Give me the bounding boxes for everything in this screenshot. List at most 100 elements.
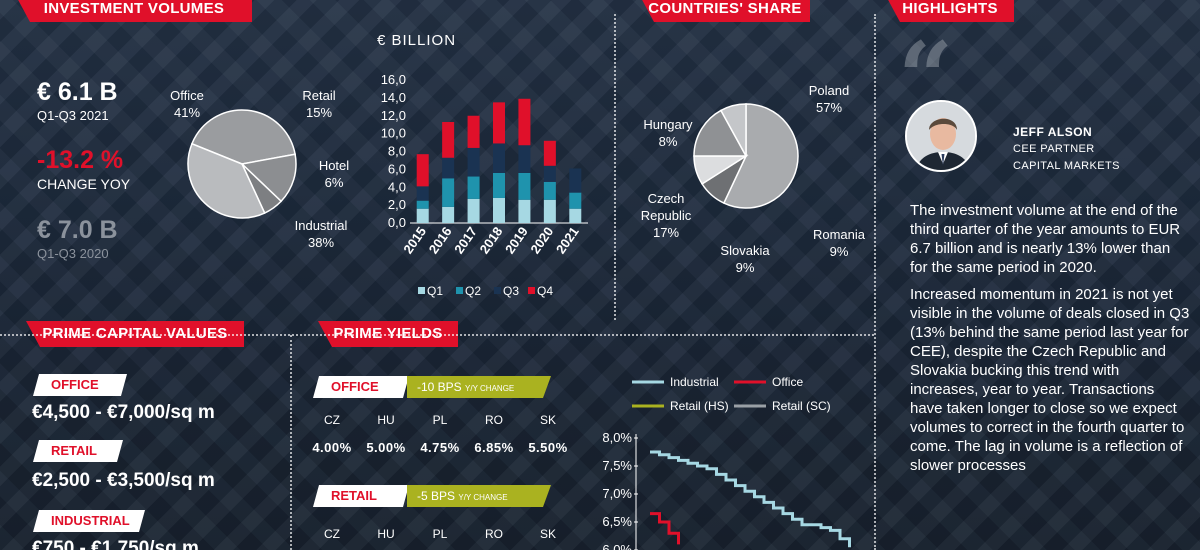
divider-horizontal — [0, 334, 874, 336]
investment-bar-chart: 0,02,04,06,08,010,012,014,016,0201520162… — [381, 72, 588, 298]
yield-change-office: -10 BPS Y/Y CHANGE — [407, 376, 551, 398]
avatar — [905, 100, 977, 172]
highlight-person-role-2: CAPITAL MARKETS — [1013, 160, 1120, 172]
legend-label-q4: Q4 — [537, 284, 553, 298]
y-tick-label: 2,0 — [388, 197, 406, 212]
y-tick-label: 10,0 — [381, 126, 406, 141]
pie-slice-hungary — [719, 103, 747, 157]
legend-swatch-q2 — [456, 287, 463, 294]
y-tick-label: 0,0 — [388, 215, 406, 230]
yield-country-hu: HU — [377, 413, 395, 427]
y-tick-label: 6,0% — [602, 542, 632, 550]
yield-country-pl: PL — [432, 413, 448, 427]
y-tick-label: 4,0 — [388, 179, 406, 194]
capital-tag-retail: RETAIL — [33, 440, 123, 462]
series-line-industrial — [650, 450, 851, 548]
bar-q2-2018 — [493, 172, 505, 198]
y-tick-label: 12,0 — [381, 108, 406, 123]
pie-label-hungary: Hungary 8% — [643, 117, 693, 149]
capital-tag-industrial: INDUSTRIAL — [33, 510, 145, 532]
bar-q3-2020 — [543, 165, 556, 182]
yields-line-chart: Industrial Office Retail (HS) Retail (SC) 8,… — [602, 375, 851, 550]
pie-slice-retail — [240, 153, 297, 203]
pie-slice-office — [190, 109, 296, 165]
divider-vertical-3 — [290, 335, 292, 550]
capital-value-retail: €2,500 - €3,500/sq m — [32, 470, 215, 491]
y-tick-label: 8,0% — [602, 430, 632, 445]
bar-q4-2018 — [493, 102, 505, 144]
capital-value-office: €4,500 - €7,000/sq m — [32, 402, 215, 423]
y-tick-label: 6,0 — [388, 161, 406, 176]
bar-q1-2018 — [493, 197, 505, 223]
x-tick-label-2021: 2021 — [553, 224, 582, 256]
kpi-volume-2020: € 7.0 B — [37, 216, 118, 244]
sector-pie-chart — [187, 109, 297, 219]
legend-label-q3: Q3 — [503, 284, 519, 298]
bar-q2-2016 — [442, 178, 455, 207]
pie-slice-poland — [722, 103, 799, 209]
highlight-person-name: JEFF ALSON — [1013, 125, 1093, 139]
pie-label-czech-republic: Czech Republic 17% — [640, 191, 692, 240]
legend-label-q2: Q2 — [465, 284, 481, 298]
section-tag-countries-share: COUNTRIES' SHARE — [640, 0, 810, 22]
y-axis: 0,0 2,0 4,0 6,0 8,0 10,0 12,0 14,0 16,0 — [381, 72, 406, 230]
legend-label-retail-hs: Retail (HS) — [670, 399, 729, 413]
yield-office-ro: 6.85% — [474, 440, 514, 455]
bar-q3-2015 — [416, 186, 429, 201]
yield-change-retail-value: -5 BPS — [417, 489, 456, 503]
yield-change-retail-unit: Y/Y CHANGE — [458, 493, 508, 502]
highlight-paragraph-1: The investment volume at the end of the … — [910, 202, 1181, 276]
highlight-text: The investment volume at the end of the … — [910, 201, 1190, 483]
y-tick-label: 16,0 — [381, 72, 406, 87]
divider-vertical-2 — [874, 14, 876, 550]
yield-tag-office: OFFICE — [313, 376, 409, 398]
pie-label-office: Office 41% — [170, 88, 204, 120]
x-tick-label-2017: 2017 — [451, 224, 480, 256]
legend-label-office: Office — [772, 375, 803, 389]
legend-swatch-q4 — [528, 287, 535, 294]
bar-q2-2020 — [543, 181, 556, 200]
bar-q3-2018 — [493, 143, 505, 173]
kpi-volume-2021-label: Q1-Q3 2021 — [37, 108, 109, 123]
bar-q3-2021 — [569, 168, 582, 193]
highlight-paragraph-2: Increased momentum in 2021 is not yet vi… — [910, 286, 1190, 474]
bar-q2-2015 — [416, 200, 429, 209]
yield-office-pl: 4.75% — [420, 440, 460, 455]
yield-change-retail: -5 BPS Y/Y CHANGE — [407, 485, 551, 507]
pie-label-retail: Retail 15% — [302, 88, 336, 120]
capital-value-industrial: €750 - €1,750/sq m — [32, 538, 199, 550]
pie-label-industrial: Industrial 38% — [294, 218, 348, 250]
kpi-change-yoy: -13.2 % — [37, 146, 124, 174]
bar-q4-2016 — [442, 122, 455, 158]
capital-tag-office: OFFICE — [33, 374, 127, 396]
yield-country-ro: RO — [485, 413, 503, 427]
y-tick-label: 8,0 — [388, 144, 406, 159]
bar-q4-2020 — [543, 140, 556, 166]
bar-q3-2017 — [467, 147, 480, 177]
bar-q1-2017 — [467, 198, 480, 223]
y-tick-label: 7,0% — [602, 486, 632, 501]
y-tick-label: 7,5% — [602, 458, 632, 473]
yield-office-sk: 5.50% — [528, 440, 568, 455]
legend-swatch-q1 — [418, 287, 425, 294]
divider-vertical-1 — [614, 14, 616, 320]
yield-country-sk-2: SK — [539, 527, 556, 541]
legend-label-q1: Q1 — [427, 284, 443, 298]
pie-label-poland: Poland 57% — [808, 83, 850, 115]
y-tick-label: 6,5% — [602, 514, 632, 529]
pie-label-hotel: Hotel 6% — [318, 158, 350, 190]
bar-chart-title: € BILLION — [377, 32, 457, 49]
pie-slice-czech-republic — [693, 109, 748, 157]
x-tick-label-2020: 2020 — [527, 224, 556, 256]
bar-q1-2015 — [416, 208, 429, 223]
kpi-volume-2020-label: Q1-Q3 2020 — [37, 246, 109, 261]
yield-office-hu: 5.00% — [366, 440, 406, 455]
yield-change-office-unit: Y/Y CHANGE — [465, 384, 515, 393]
x-tick-label-2018: 2018 — [477, 224, 506, 256]
bar-q3-2019 — [518, 145, 531, 173]
yield-country-sk: SK — [539, 413, 556, 427]
kpi-volume-2021: € 6.1 B — [37, 78, 118, 106]
pie-label-romania: Romania 9% — [812, 227, 866, 259]
bar-q1-2019 — [518, 199, 531, 223]
yield-change-office-value: -10 BPS — [417, 380, 462, 394]
